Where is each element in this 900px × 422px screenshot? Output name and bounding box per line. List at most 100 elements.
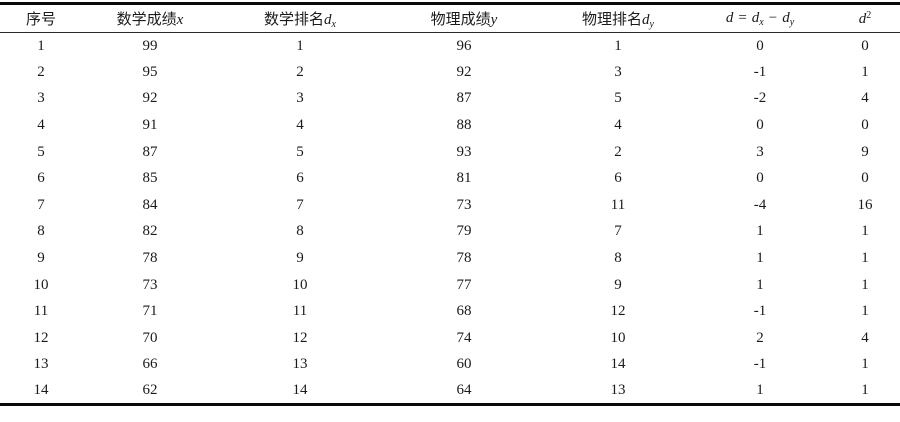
cell-index: 6 [37,170,45,187]
cell-rank-diff-squared: 1 [861,223,869,240]
math-var-d: d [642,11,650,28]
cell-index: 11 [33,303,49,320]
math-var-d: d [782,9,790,26]
cell-math-score: 92 [142,90,158,107]
equals-sign: = [738,9,747,26]
cell-physics-rank: 8 [614,250,622,267]
cell-math-rank: 7 [296,196,304,213]
cell-math-score: 91 [142,117,158,134]
table-row: 2 95 2 92 3 -1 1 [0,59,900,86]
cell-physics-rank: 2 [614,143,622,160]
cell-math-score: 78 [142,250,158,267]
cell-rank-diff: 3 [756,143,764,160]
cell-index: 2 [37,63,45,80]
table-row: 8 82 8 79 7 1 1 [0,219,900,246]
rank-correlation-table: 序号 数学成绩x 数学排名dx 物理成绩y 物理排名dy d = dx − dy [0,2,900,407]
cell-physics-score: 78 [456,250,472,267]
cell-math-score: 84 [142,196,158,213]
math-var-d: d [324,11,332,28]
cell-math-score: 73 [142,276,158,293]
col-header-physics-rank: 物理排名dy [546,3,690,33]
cell-rank-diff: -2 [753,90,767,107]
math-sub-y: y [649,18,654,30]
cell-rank-diff-squared: 1 [861,63,869,80]
cell-math-rank: 12 [292,329,308,346]
cell-math-score: 71 [142,303,158,320]
cell-physics-rank: 14 [610,356,626,373]
math-sub-y: y [789,16,795,28]
col-header-math-score: 数学成绩x [82,3,218,33]
cell-index: 5 [37,143,45,160]
table-row: 10 73 10 77 9 1 1 [0,272,900,299]
table-row: 1 99 1 96 1 0 0 [0,33,900,60]
cell-physics-score: 96 [456,37,472,54]
cell-math-rank: 5 [296,143,304,160]
cell-math-rank: 8 [296,223,304,240]
cell-math-rank: 14 [292,382,308,399]
cell-rank-diff-squared: 1 [861,250,869,267]
cell-physics-rank: 6 [614,170,622,187]
cell-index: 7 [37,196,45,213]
cell-math-rank: 4 [296,117,304,134]
header-row: 序号 数学成绩x 数学排名dx 物理成绩y 物理排名dy d = dx − dy [0,3,900,33]
cell-math-rank: 3 [296,90,304,107]
cell-index: 12 [33,329,49,346]
math-sub-x: x [759,16,764,28]
cell-index: 10 [33,276,49,293]
cell-math-score: 82 [142,223,158,240]
cell-math-score: 66 [142,356,158,373]
col-header-physics-rank-label: 物理排名 [582,11,643,28]
col-header-physics-score: 物理成绩y [382,3,546,33]
table-row: 11 71 11 68 12 -1 1 [0,298,900,325]
cell-index: 14 [33,382,49,399]
cell-index: 3 [37,90,45,107]
cell-rank-diff: -1 [753,303,767,320]
col-header-math-rank-label: 数学排名 [264,11,325,28]
table-row: 4 91 4 88 4 0 0 [0,112,900,139]
math-var-d: d [725,9,734,26]
table-body: 1 99 1 96 1 0 0 2 95 2 92 3 -1 1 3 92 3 … [0,33,900,405]
table-row: 6 85 6 81 6 0 0 [0,165,900,192]
table-row: 5 87 5 93 2 3 9 [0,139,900,166]
cell-physics-rank: 13 [610,382,626,399]
cell-physics-rank: 4 [614,117,622,134]
table-row: 14 62 14 64 13 1 1 [0,378,900,405]
cell-index: 8 [37,223,45,240]
cell-math-rank: 6 [296,170,304,187]
col-header-physics-score-label: 物理成绩 [430,12,491,28]
cell-rank-diff-squared: 0 [861,37,869,54]
cell-rank-diff: -1 [753,356,767,373]
cell-physics-score: 79 [456,223,472,240]
cell-rank-diff-squared: 0 [861,117,869,134]
cell-physics-score: 68 [456,303,472,320]
cell-rank-diff-squared: 0 [861,170,869,187]
cell-physics-score: 64 [456,382,472,399]
cell-rank-diff-squared: 1 [861,356,869,373]
cell-index: 4 [37,117,45,134]
cell-rank-diff-squared: 1 [861,276,869,293]
cell-rank-diff: 1 [756,223,764,240]
math-sup-2: 2 [866,9,872,21]
cell-rank-diff-squared: 4 [861,90,869,107]
col-header-rank-diff: d = dx − dy [690,3,830,33]
cell-math-score: 85 [142,170,158,187]
cell-physics-score: 81 [456,170,472,187]
math-sub-x: x [331,18,336,30]
col-header-rank-diff-squared: d2 [830,3,900,33]
cell-physics-score: 87 [456,90,472,107]
cell-rank-diff: 0 [756,37,764,54]
cell-rank-diff: 1 [756,250,764,267]
table-row: 13 66 13 60 14 -1 1 [0,352,900,379]
cell-physics-score: 60 [456,356,472,373]
table-row: 12 70 12 74 10 2 4 [0,325,900,352]
cell-rank-diff-squared: 1 [861,382,869,399]
table-header: 序号 数学成绩x 数学排名dx 物理成绩y 物理排名dy d = dx − dy [0,3,900,33]
cell-rank-diff: 0 [756,117,764,134]
cell-physics-rank: 11 [610,196,626,213]
col-header-math-rank: 数学排名dx [218,3,382,33]
cell-math-rank: 9 [296,250,304,267]
col-header-index: 序号 [0,3,82,33]
cell-math-score: 62 [142,382,158,399]
cell-physics-rank: 9 [614,276,622,293]
